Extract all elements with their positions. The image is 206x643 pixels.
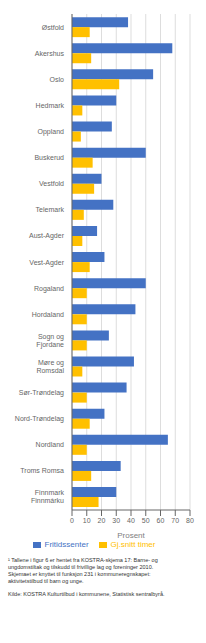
svg-text:Troms Romsa: Troms Romsa [20, 467, 64, 474]
svg-text:Vestfold: Vestfold [39, 180, 64, 187]
svg-text:Aust-Agder: Aust-Agder [29, 232, 65, 240]
svg-text:Sogn ogFjordane: Sogn ogFjordane [36, 333, 64, 349]
svg-text:40: 40 [127, 517, 135, 524]
svg-text:70: 70 [171, 517, 179, 524]
svg-text:Møre ogRomsdal: Møre ogRomsdal [36, 359, 64, 374]
html-text:Fritidssenter: Fritidssenter [44, 540, 89, 549]
html-text:¹ Tallene i figur 6 er hentet: ¹ Tallene i figur 6 er hentet fra KOSTRA… [8, 557, 158, 563]
svg-text:Oppland: Oppland [38, 128, 65, 136]
html-text:ungdomstiltak og tilskudd til: ungdomstiltak og tilskudd til frivillige… [8, 564, 154, 570]
svg-text:Østfold: Østfold [42, 24, 64, 31]
svg-text:Hordaland: Hordaland [32, 311, 64, 318]
svg-text:Oslo: Oslo [50, 76, 65, 83]
svg-text:Sør-Trøndelag: Sør-Trøndelag [19, 389, 64, 397]
svg-text:Akershus: Akershus [35, 50, 65, 57]
svg-text:30: 30 [112, 517, 120, 524]
svg-text:10: 10 [83, 517, 91, 524]
svg-text:Telemark: Telemark [36, 206, 65, 213]
svg-text:60: 60 [157, 517, 165, 524]
svg-text:80: 80 [186, 517, 194, 524]
html-text:aktivitetstilbud til barn og u: aktivitetstilbud til barn og unge. [8, 578, 84, 584]
svg-text:Hedmark: Hedmark [36, 102, 65, 109]
html-text:Kilde: KOSTRA Kulturtilbud i k: Kilde: KOSTRA Kulturtilbud i kommunene, … [8, 591, 165, 597]
svg-text:Nordland: Nordland [36, 441, 65, 448]
html-text:Skjemaet er knyttet til funksj: Skjemaet er knyttet til funksjon 231 i k… [8, 571, 151, 577]
svg-text:Prosent: Prosent [117, 531, 145, 540]
svg-text:Vest-Agder: Vest-Agder [29, 259, 64, 267]
svg-text:20: 20 [98, 517, 106, 524]
svg-text:FinnmarkFinnmárku: FinnmarkFinnmárku [31, 489, 65, 504]
svg-text:Buskerud: Buskerud [34, 154, 64, 161]
svg-text:Nord-Trøndelag: Nord-Trøndelag [15, 415, 64, 423]
svg-text:50: 50 [142, 517, 150, 524]
svg-text:0: 0 [70, 517, 74, 524]
html-text:Gj.snitt timer: Gj.snitt timer [110, 540, 156, 549]
svg-text:Rogaland: Rogaland [34, 285, 64, 293]
